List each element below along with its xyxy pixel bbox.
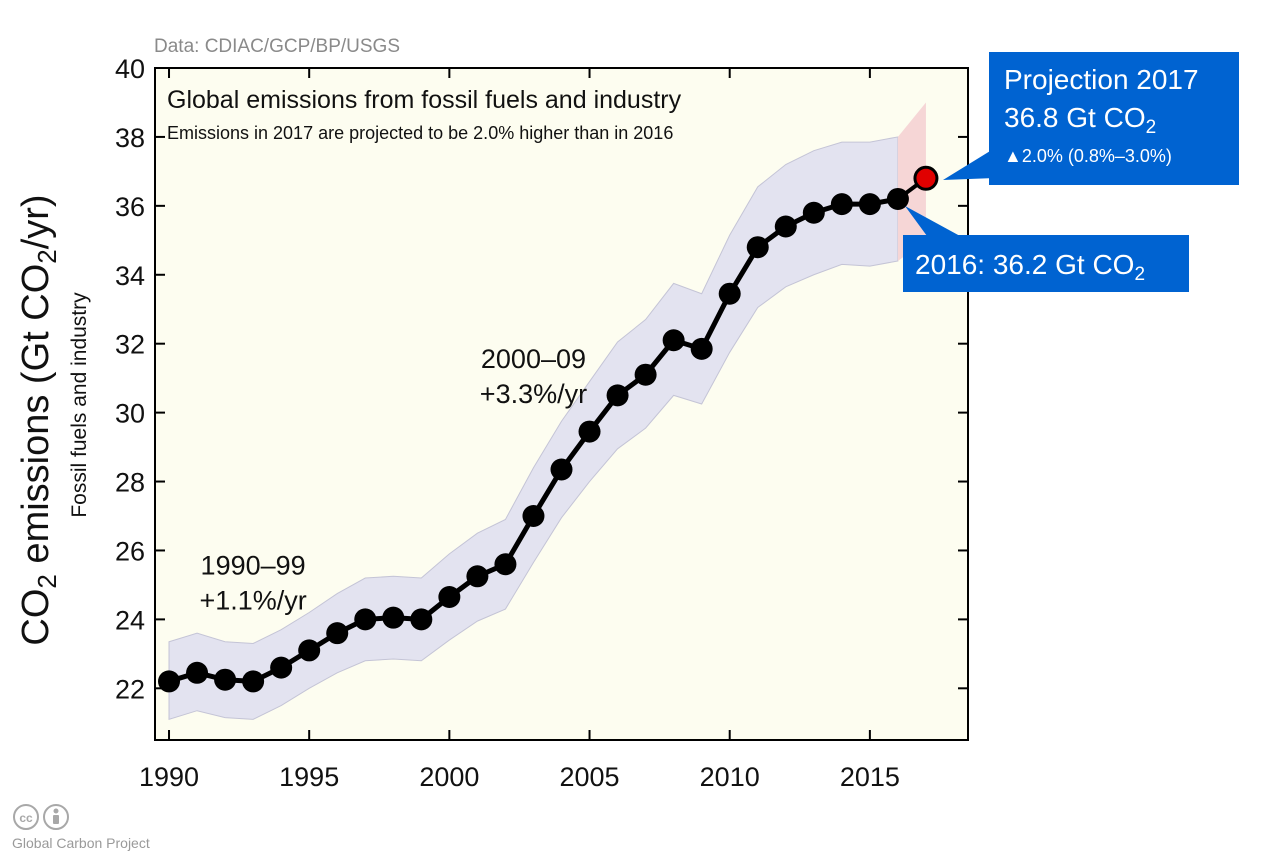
person-icon [43, 804, 69, 830]
period-annotation: +1.1%/yr [199, 586, 306, 616]
period-annotation: 2000–09 [481, 344, 586, 374]
x-axis: 1990 1995 2000 2005 2010 2015 [139, 68, 900, 792]
x-tick-label: 2000 [419, 762, 479, 792]
y-tick-label: 34 [115, 261, 145, 291]
data-point [410, 608, 433, 631]
last-value-callout: 2016: 36.2 Gt CO2 [903, 206, 1189, 292]
x-tick-label: 2005 [559, 762, 619, 792]
data-point [746, 236, 769, 259]
footer-label: Global Carbon Project [12, 835, 150, 851]
projection-callout-pointer [943, 148, 995, 180]
data-point [550, 458, 573, 481]
x-tick-label: 2010 [700, 762, 760, 792]
projection-callout-title: Projection 2017 [1004, 64, 1199, 95]
data-points [158, 187, 909, 693]
period-annotations: 1990–99 +1.1%/yr 2000–09 +3.3%/yr [199, 344, 587, 616]
period-annotation: 1990–99 [201, 551, 306, 581]
data-point [858, 193, 881, 216]
data-point [326, 622, 349, 645]
x-tick-label: 1995 [279, 762, 339, 792]
y-tick-label: 30 [115, 399, 145, 429]
last-value-callout-pointer [905, 206, 960, 236]
projection-point [913, 165, 939, 191]
uncertainty-band [168, 136, 899, 720]
data-point [522, 505, 545, 527]
y-tick-label: 40 [115, 54, 145, 84]
x-tick-label: 1990 [139, 762, 199, 792]
data-point [774, 215, 797, 238]
up-triangle-icon: ▲ [1004, 146, 1022, 166]
period-annotation: +3.3%/yr [480, 379, 587, 409]
data-point [382, 606, 405, 629]
last-value-callout-text: 2016: 36.2 Gt CO2 [915, 249, 1145, 285]
y-axis: 22 24 26 28 30 32 34 36 38 40 [115, 54, 968, 704]
data-point [354, 608, 377, 631]
y-tick-label: 26 [115, 536, 145, 566]
last-value-callout-box [903, 235, 1189, 292]
data-point [802, 201, 825, 224]
data-point [718, 282, 741, 305]
x-tick-label: 2015 [840, 762, 900, 792]
data-point [578, 420, 601, 443]
data-point [886, 187, 909, 210]
projection-callout-change: ▲2.0% (0.8%–3.0%) [1004, 146, 1172, 166]
data-point [494, 553, 517, 576]
projection-callout: Projection 2017 36.8 Gt CO2 ▲2.0% (0.8%–… [943, 52, 1239, 185]
data-point [438, 585, 461, 608]
cc-icon: cc [13, 804, 39, 830]
svg-text:cc: cc [19, 811, 33, 825]
data-point [830, 193, 853, 216]
y-tick-label: 28 [115, 468, 145, 498]
y-tick-label: 38 [115, 123, 145, 153]
data-point [606, 384, 629, 407]
y-axis-label: CO2 emissions (Gt CO2/yr) [15, 194, 62, 645]
y-tick-label: 32 [115, 330, 145, 360]
y-axis-secondary-label: Fossil fuels and industry [68, 292, 91, 518]
data-point [214, 668, 237, 691]
data-point [270, 656, 293, 679]
data-point [158, 670, 181, 693]
y-tick-label: 22 [115, 674, 145, 704]
data-point [662, 329, 685, 352]
projection-callout-box [989, 52, 1239, 185]
projection-callout-value: 36.8 Gt CO2 [1004, 102, 1156, 138]
data-point [242, 670, 265, 693]
chart-subtitle: Emissions in 2017 are projected to be 2.… [167, 123, 673, 143]
data-point [690, 337, 713, 360]
y-tick-label: 36 [115, 192, 145, 222]
data-point [634, 363, 657, 386]
data-point [466, 565, 489, 588]
source-note: Data: CDIAC/GCP/BP/USGS [154, 36, 400, 57]
data-point [298, 639, 321, 662]
data-point [186, 661, 209, 684]
y-tick-label: 24 [115, 605, 145, 635]
chart-title: Global emissions from fossil fuels and i… [167, 86, 682, 114]
